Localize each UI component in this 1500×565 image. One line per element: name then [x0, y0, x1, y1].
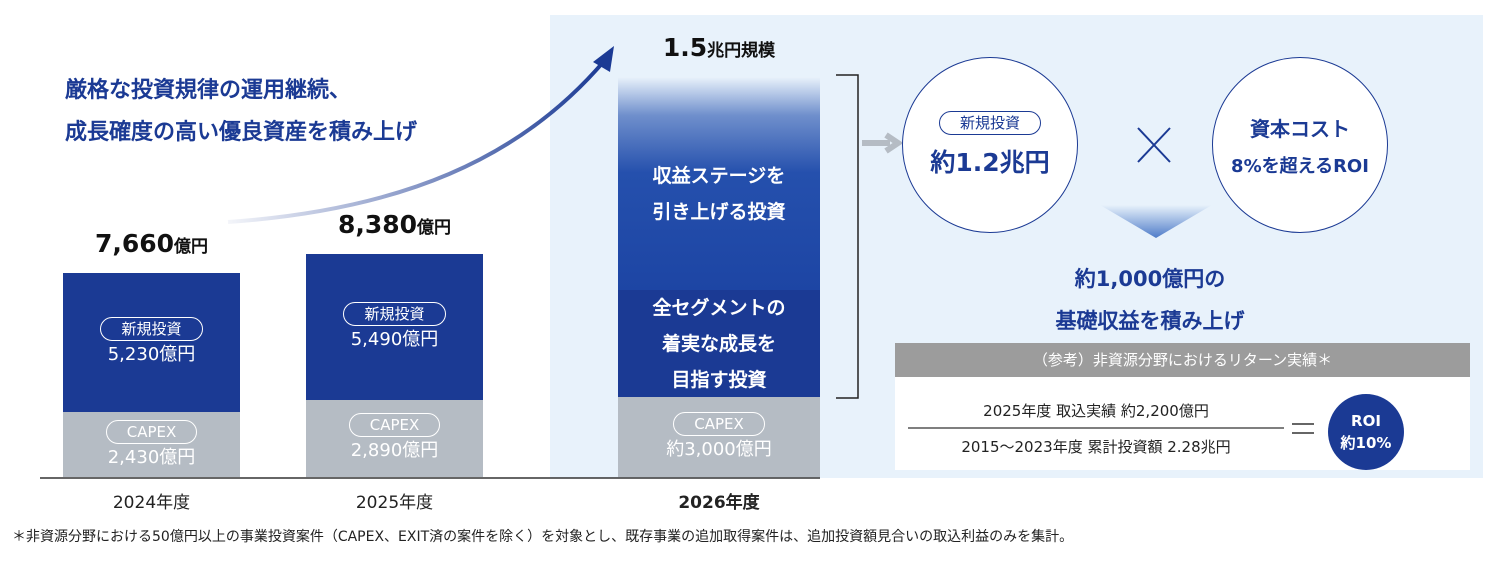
- total-number: 1.5: [662, 33, 708, 62]
- total-unit: 兆円規模: [707, 41, 776, 61]
- bar-segment: CAPEX 2,890億円: [306, 399, 483, 477]
- numerator: 2025年度 取込実績 約2,200億円: [983, 402, 1209, 420]
- roi-text: ROI 約10%: [1340, 412, 1392, 452]
- reference-title: （参考）非資源分野におけるリターン実績＊: [1032, 351, 1333, 369]
- cost-line: 資本コスト: [1250, 116, 1350, 141]
- total-unit: 億円: [417, 217, 452, 238]
- total-number: 8,380: [337, 209, 418, 239]
- segment-badge: 新規投資: [343, 301, 446, 326]
- growth-arrow: [227, 58, 607, 224]
- cost-line: 8%を超えるROI: [1231, 155, 1369, 177]
- bracket: [836, 74, 859, 399]
- investment-amount: 約1.2兆円: [930, 148, 1050, 177]
- total-label: 1.5兆円規模: [663, 33, 775, 62]
- category-label: 2024年度: [112, 493, 191, 513]
- segment-value: 5,230億円: [107, 344, 196, 366]
- down-triangle: [1100, 205, 1212, 238]
- segment-badge: 新規投資: [100, 317, 203, 342]
- segment-name: 収益ステージを 引き上げる投資: [652, 164, 786, 223]
- cost-circle: 資本コスト 8%を超えるROI: [1212, 57, 1388, 233]
- category-label: 2026年度: [678, 493, 760, 513]
- segment-value: 2,890億円: [350, 440, 439, 462]
- roi-badge: [1328, 394, 1404, 470]
- bar-segment: CAPEX 約3,000億円: [618, 397, 820, 477]
- footnote: ＊非資源分野における50億円以上の事業投資案件（CAPEX、EXIT済の案件を除…: [12, 529, 1074, 545]
- total-number: 7,660: [94, 228, 175, 258]
- bar-segment: 全セグメントの 着実な成長を 目指す投資: [618, 290, 820, 397]
- annotation: 厳格な投資規律の運用継続、 成長確度の高い優良資産を積み上げ: [65, 78, 418, 145]
- equals-sign: [1292, 423, 1314, 434]
- bar-segment: 新規投資 5,490億円: [306, 253, 483, 400]
- total-label: 8,380億円: [338, 210, 451, 239]
- times-sign: [1137, 127, 1171, 163]
- result-text: 約1,000億円の 基礎収益を積み上げ: [1055, 267, 1245, 333]
- investment-circle: 新規投資 約1.2兆円: [902, 57, 1078, 233]
- bar-segment: CAPEX 2,430億円: [63, 412, 240, 477]
- total-unit: 億円: [174, 236, 209, 257]
- reference-header: [895, 343, 1470, 377]
- segment-badge: CAPEX: [105, 419, 198, 444]
- bar-segment: 収益ステージを 引き上げる投資: [618, 77, 820, 291]
- segment-name: 全セグメントの 着実な成長を 目指す投資: [652, 296, 786, 391]
- segment-value: 約3,000億円: [666, 439, 772, 460]
- segment-value: 2,430億円: [107, 446, 196, 468]
- segment-badge: CAPEX: [348, 413, 441, 438]
- denominator: 2015～2023年度 累計投資額 2.28兆円: [961, 438, 1231, 456]
- arrow-head: [593, 46, 614, 72]
- segment-badge: CAPEX: [673, 412, 765, 436]
- bar-segment: 新規投資 5,230億円: [63, 272, 240, 413]
- category-label: 2025年度: [355, 493, 434, 513]
- gray-arrow: [862, 132, 904, 154]
- total-label: 7,660億円: [95, 229, 208, 258]
- segment-value: 5,490億円: [350, 328, 439, 350]
- investment-badge: 新規投資: [938, 111, 1041, 135]
